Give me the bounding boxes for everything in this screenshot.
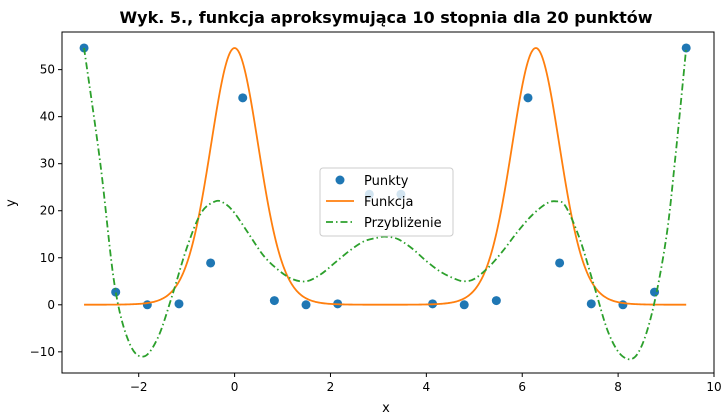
- series-line-przyblizenie: [83, 47, 688, 361]
- x-tick-label: 10: [706, 380, 721, 394]
- x-axis: −2 0 2 4 6 8 10: [130, 373, 722, 394]
- x-tick-label: −2: [130, 380, 148, 394]
- data-point: [523, 93, 533, 103]
- legend-label-funkcja: Funkcja: [364, 195, 414, 210]
- x-tick-label: 2: [327, 380, 335, 394]
- y-tick-label: 20: [40, 204, 55, 218]
- y-tick-label: −10: [30, 345, 55, 359]
- y-tick-label: 50: [40, 63, 55, 77]
- chart-title: Wyk. 5., funkcja aproksymująca 10 stopni…: [120, 8, 653, 27]
- data-point: [238, 93, 248, 103]
- data-point: [269, 296, 279, 306]
- legend-box: [319, 167, 454, 237]
- legend-marker-punkty: [335, 175, 345, 185]
- x-tick-label: 0: [231, 380, 239, 394]
- legend-label-punkty: Punkty: [364, 174, 409, 189]
- data-point: [459, 300, 469, 310]
- data-point: [491, 296, 501, 306]
- x-tick-label: 6: [518, 380, 526, 394]
- y-tick-label: 10: [40, 251, 55, 265]
- y-tick-label: 40: [40, 110, 55, 124]
- data-point: [174, 299, 184, 309]
- axes-frame: [61, 31, 715, 374]
- plot-area: [79, 43, 691, 361]
- data-point: [111, 287, 121, 297]
- legend-label-przyblizenie: Przybliżenie: [364, 216, 442, 231]
- data-point: [301, 300, 311, 310]
- x-tick-label: 8: [614, 380, 622, 394]
- data-point: [681, 43, 691, 53]
- y-axis: −10 0 10 20 30 40 50: [30, 63, 62, 359]
- x-axis-label: x: [382, 401, 390, 416]
- series-line-funkcja: [84, 47, 687, 306]
- y-tick-label: 0: [47, 298, 55, 312]
- data-point: [206, 258, 216, 268]
- data-point: [555, 258, 565, 268]
- y-tick-label: 30: [40, 157, 55, 171]
- x-tick-label: 4: [423, 380, 431, 394]
- data-point: [586, 299, 596, 309]
- y-axis-label: y: [4, 199, 19, 207]
- legend: Punkty Funkcja Przybliżenie: [319, 167, 454, 237]
